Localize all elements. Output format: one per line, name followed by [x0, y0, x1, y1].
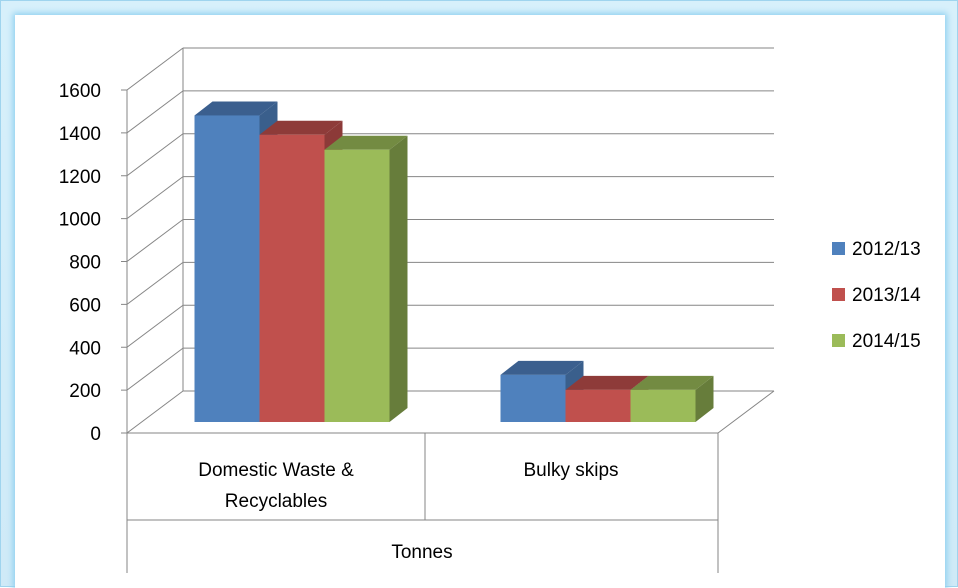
- y-tick-label: 0: [90, 424, 101, 445]
- y-tick-label: 200: [69, 381, 101, 402]
- category-label: Domestic Waste &: [198, 460, 354, 481]
- legend-label: 2012/13: [852, 239, 921, 260]
- bar: [194, 115, 260, 422]
- legend-swatch: [832, 242, 845, 255]
- bar: [324, 149, 390, 422]
- gridline-diagonal: [126, 261, 184, 305]
- legend-label: 2013/14: [852, 285, 921, 306]
- gridline-diagonal: [126, 347, 184, 391]
- legend-label: 2014/15: [852, 331, 921, 352]
- bar-top: [324, 135, 408, 150]
- bar: [565, 389, 631, 422]
- y-tick-label: 1400: [59, 124, 101, 145]
- bar-top: [259, 120, 343, 135]
- legend-swatch: [832, 334, 845, 347]
- gridline-diagonal: [126, 176, 184, 220]
- y-tick-label: 1600: [59, 81, 101, 102]
- bar-top: [500, 360, 584, 375]
- y-tick-label: 1000: [59, 210, 101, 231]
- y-tick-label: 400: [69, 338, 101, 359]
- gridline-diagonal: [126, 90, 184, 134]
- bar-top: [630, 375, 714, 390]
- bar-top: [194, 101, 278, 116]
- category-label: Bulky skips: [523, 460, 618, 481]
- bar: [630, 389, 696, 422]
- gridline-diagonal: [126, 304, 184, 348]
- bar-side: [695, 375, 714, 422]
- bar: [500, 374, 566, 422]
- y-tick-label: 1200: [59, 167, 101, 188]
- group-label: Tonnes: [391, 542, 452, 563]
- y-tick-label: 600: [69, 295, 101, 316]
- bar-side: [389, 135, 408, 422]
- bar: [259, 134, 325, 423]
- bar-top: [565, 375, 649, 390]
- y-tick-label: 800: [69, 253, 101, 274]
- category-label: Recyclables: [225, 491, 327, 512]
- gridline-diagonal: [126, 133, 184, 177]
- gridline-diagonal: [126, 47, 184, 91]
- gridline-diagonal: [126, 219, 184, 262]
- gridline-diagonal: [126, 390, 184, 434]
- legend-swatch: [832, 288, 845, 301]
- chart-area: [15, 15, 945, 588]
